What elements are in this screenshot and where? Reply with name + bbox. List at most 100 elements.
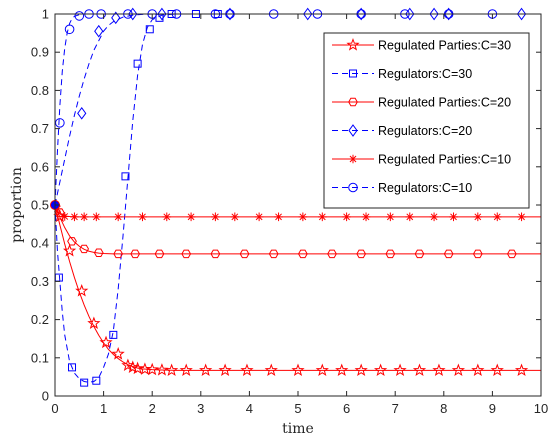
data-point [291,363,305,377]
series-line [54,13,541,206]
legend-entry-label: Regulated Parties:C=30 [378,39,511,53]
data-point [121,172,130,181]
data-point [451,363,465,377]
data-point [79,244,90,254]
data-point [429,7,439,21]
data-point [131,361,145,375]
data-point [342,212,351,222]
data-point [514,363,529,377]
data-point [298,212,308,222]
data-point [429,212,439,222]
x-axis-label: time [282,421,314,437]
legend-entry-label: Regulators:C=10 [378,181,472,195]
data-point [361,212,371,222]
data-point [64,24,75,35]
data-point [138,212,147,222]
data-point [386,212,395,222]
data-point [186,212,196,222]
data-point [274,212,283,222]
data-point [374,363,388,377]
data-point [162,212,172,222]
data-point [165,363,179,377]
x-tick-label: 8 [440,401,447,416]
y-tick-label: 0.2 [31,312,49,327]
data-point [327,249,337,259]
data-point [109,330,118,339]
data-point [79,212,89,222]
data-point [113,212,123,222]
x-tick-label: 3 [197,401,204,416]
x-tick-label: 4 [246,401,253,416]
data-point [264,363,278,377]
legend-entry-label: Regulated Parties:C=20 [378,96,511,110]
data-point [218,363,232,377]
data-point [181,249,192,259]
y-tick-label: 0.5 [31,198,49,213]
data-point [62,243,77,257]
data-point [80,378,89,387]
data-point [303,7,313,21]
data-point [239,249,250,259]
data-point [70,212,79,222]
x-tick-label: 1 [100,401,107,416]
data-point [87,316,101,330]
data-point [179,363,193,377]
y-tick-label: 0.6 [31,159,49,174]
legend-marker [348,124,358,137]
series-0 [53,204,541,377]
legend-entry-label: Regulators:C=30 [378,67,472,81]
data-point [472,249,483,259]
data-point [412,363,427,377]
data-point [335,363,349,377]
data-point [111,347,125,360]
x-tick-label: 0 [51,401,58,416]
data-point [145,25,154,34]
data-point [225,7,235,21]
y-tick-label: 0.4 [31,236,49,251]
data-point [254,212,264,222]
data-point [230,212,240,222]
data-point [297,249,308,259]
data-point [53,209,67,223]
data-point [490,363,504,377]
legend-entry-label: Regulated Parties:C=10 [378,153,511,167]
data-point [432,363,446,377]
y-tick-label: 1 [42,7,49,22]
data-point [92,212,101,222]
data-point [133,59,142,68]
legend-marker [348,154,358,164]
data-point [99,335,113,349]
data-point [60,212,70,221]
data-point [74,11,85,21]
data-point [385,249,396,259]
y-tick-label: 0.1 [31,350,49,365]
data-point [473,212,483,222]
y-tick-label: 0.3 [31,274,49,289]
x-tick-label: 9 [489,401,496,416]
data-point [92,376,101,385]
data-point [268,249,279,259]
data-point [67,237,77,246]
data-point [405,212,415,222]
data-point [157,7,167,21]
x-tick-label: 7 [392,401,399,416]
data-point [111,11,121,25]
data-point [354,363,368,377]
data-point [393,363,407,377]
data-point [128,7,138,21]
x-tick-label: 2 [149,401,156,416]
data-point [492,212,502,222]
data-point [506,249,517,259]
data-point [77,106,87,120]
x-tick-label: 10 [534,401,548,416]
axis-ticks: 0 1 2 3 4 5 6 7 8 9 10 0 0.1 0.2 0.3 0.4 0.5 0.6 0.7 0.8 0.9… [31,7,548,417]
x-tick-label: 6 [343,401,350,416]
data-point [68,363,77,372]
data-point [471,363,485,377]
data-point [318,212,327,222]
data-point [444,7,454,21]
legend: Regulated Parties:C=30 Regulators:C=30 Reg… [323,32,530,209]
y-axis-label: proportion [9,167,25,243]
data-point [315,363,329,377]
y-tick-label: 0.8 [31,83,49,98]
